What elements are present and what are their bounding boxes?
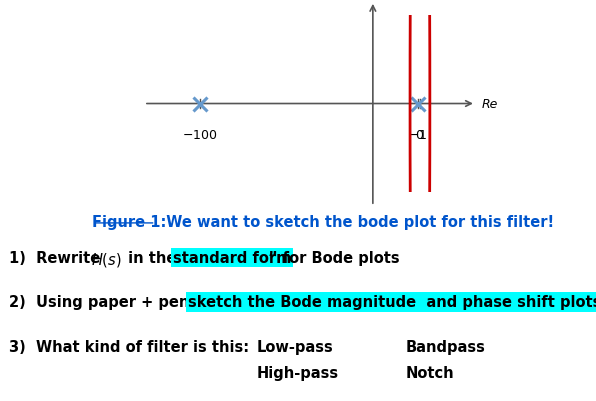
Text: standard form: standard form [173,251,291,265]
Text: 3)  What kind of filter is this:: 3) What kind of filter is this: [9,339,249,354]
Text: $0$: $0$ [415,128,424,142]
Text: Notch: Notch [405,365,454,380]
Text: $H(s)$: $H(s)$ [91,251,122,269]
Text: 1)  Rewrite: 1) Rewrite [9,251,105,265]
Text: in the “: in the “ [123,251,191,265]
Text: High-pass: High-pass [256,365,339,380]
Text: sketch the Bode magnitude  and phase shift plots.: sketch the Bode magnitude and phase shif… [188,295,596,310]
Text: 2)  Using paper + pencil,: 2) Using paper + pencil, [9,295,224,310]
Text: Figure 1:: Figure 1: [92,215,167,229]
Text: ” for Bode plots: ” for Bode plots [268,251,400,265]
Text: $-100$: $-100$ [182,128,218,142]
Text: We want to sketch the bode plot for this filter!: We want to sketch the bode plot for this… [156,215,554,229]
Text: Low-pass: Low-pass [256,339,333,354]
Text: $-1$: $-1$ [408,128,427,142]
Text: Bandpass: Bandpass [405,339,485,354]
Text: Re: Re [482,98,498,111]
